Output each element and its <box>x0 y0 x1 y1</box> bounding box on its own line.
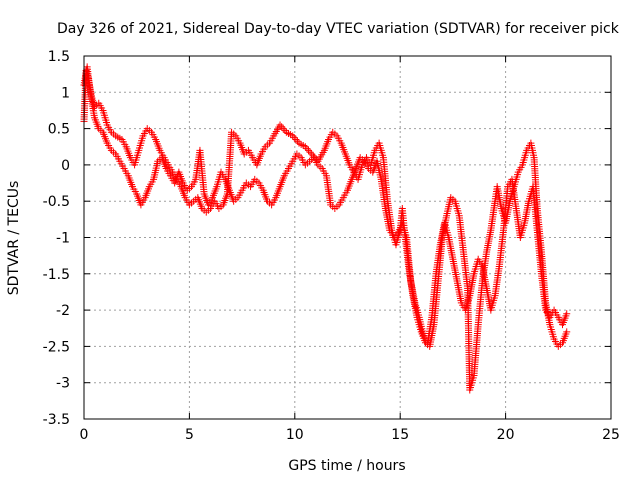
data-point <box>305 146 313 154</box>
y-tick-label: 0.5 <box>48 122 70 138</box>
x-tick-label: 15 <box>391 427 409 443</box>
data-point <box>289 132 297 140</box>
data-point <box>563 328 571 336</box>
x-tick-label: 25 <box>602 427 620 443</box>
plot-frame <box>83 55 612 420</box>
y-tick-label: -1.5 <box>43 267 70 283</box>
chart-title: Day 326 of 2021, Sidereal Day-to-day VTE… <box>57 21 620 37</box>
data-point <box>301 143 309 151</box>
x-tick-labels: 0 5 10 15 20 25 <box>80 427 620 443</box>
y-tick-label: 1 <box>61 85 70 101</box>
data-point <box>279 125 287 133</box>
data-point <box>303 145 311 153</box>
data-point <box>276 121 284 129</box>
x-tick-label: 20 <box>497 427 515 443</box>
y-tick-label: -3.5 <box>43 412 70 428</box>
x-tick-label: 5 <box>185 427 194 443</box>
data-point <box>290 134 298 142</box>
data-point <box>309 152 317 160</box>
data-point <box>292 135 300 143</box>
y-tick-label: -1 <box>56 231 70 247</box>
x-axis-label: GPS time / hours <box>288 458 405 474</box>
data-point <box>293 137 301 145</box>
data-point <box>563 310 571 318</box>
data-point <box>278 123 286 131</box>
y-tick-label: 0 <box>61 158 70 174</box>
y-tick-label: -0.5 <box>43 194 70 210</box>
data-points <box>80 63 571 394</box>
y-tick-label: 1.5 <box>48 49 70 65</box>
y-tick-label: -3 <box>56 376 70 392</box>
y-tick-label: -2 <box>56 303 70 319</box>
x-tick-label: 10 <box>286 427 304 443</box>
y-axis-label: SDTVAR / TECUs <box>6 181 22 296</box>
data-point <box>306 148 314 156</box>
x-tick-label: 0 <box>80 427 89 443</box>
data-point <box>281 126 289 134</box>
y-tick-label: -2.5 <box>43 339 70 355</box>
y-tick-labels: 1.5 1 0.5 0 -0.5 -1 -1.5 -2 -2.5 -3 -3.5 <box>43 49 70 428</box>
